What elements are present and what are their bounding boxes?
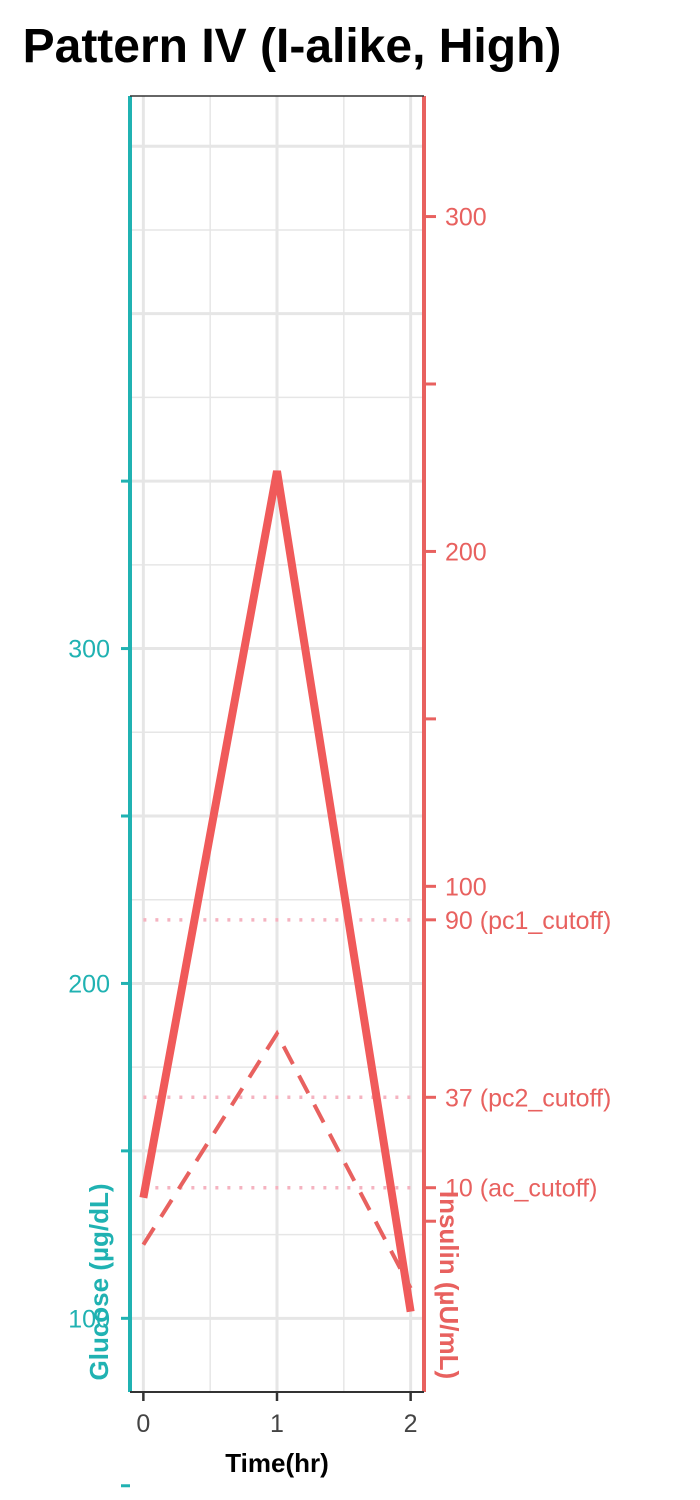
x-tick-label: 2: [404, 1410, 418, 1438]
y-right-tick-label: 100: [445, 873, 487, 901]
cutoff-label: 37 (pc2_cutoff): [445, 1084, 611, 1112]
y-left-tick-label: 100: [68, 1305, 110, 1333]
cutoff-lines: [143, 918, 411, 1190]
x-axis-label: Time(hr): [225, 1448, 329, 1478]
tick-labels: 100 200 300 100 200 300 90 (pc1_cutoff) 37 (pc2…: [68, 204, 611, 1438]
y-axis-left-label: Glucose (µg/dL): [84, 1184, 114, 1381]
y-axis-right-label: Insulin (µU/mL): [434, 1191, 464, 1379]
y-left-tick-label: 200: [68, 970, 110, 998]
axes: [121, 95, 436, 1488]
series-lines: [139, 470, 415, 1313]
cutoff-label: 10 (ac_cutoff): [445, 1175, 597, 1203]
insulin-solid-line: [139, 470, 415, 1313]
chart-title: Pattern IV (I-alike, High): [23, 20, 562, 73]
insulin-dashed-line: [141, 1029, 413, 1290]
grid: [130, 96, 424, 1392]
x-tick-label: 1: [270, 1410, 284, 1438]
x-tick-label: 0: [136, 1410, 150, 1438]
y-left-tick-label: 300: [68, 636, 110, 664]
y-right-tick-label: 200: [445, 538, 487, 566]
cutoff-label: 90 (pc1_cutoff): [445, 907, 611, 935]
y-right-tick-label: 300: [445, 204, 487, 232]
